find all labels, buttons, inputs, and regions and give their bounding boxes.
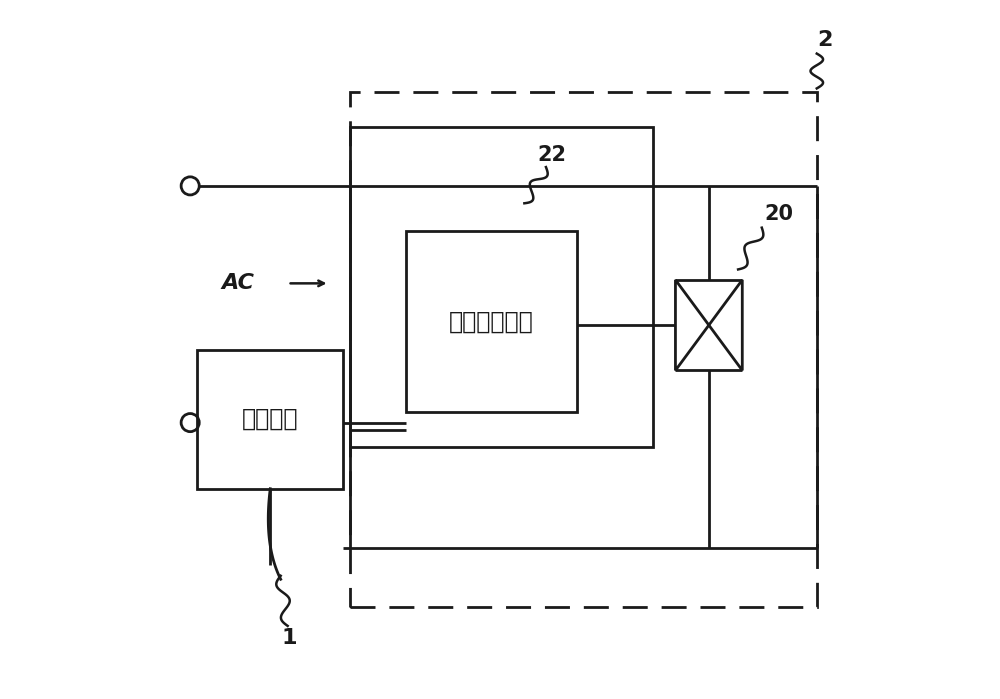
Bar: [197, 350, 343, 489]
Text: 光源负载: 光源负载: [242, 407, 298, 431]
Text: 2: 2: [817, 29, 833, 50]
Text: 1: 1: [282, 628, 297, 649]
Text: 22: 22: [538, 145, 567, 164]
Text: AC: AC: [222, 273, 255, 294]
Text: 相位触发电路: 相位触发电路: [449, 310, 534, 333]
Bar: [350, 127, 653, 447]
Bar: [350, 92, 817, 607]
Bar: [406, 231, 577, 412]
Text: 20: 20: [765, 203, 794, 224]
